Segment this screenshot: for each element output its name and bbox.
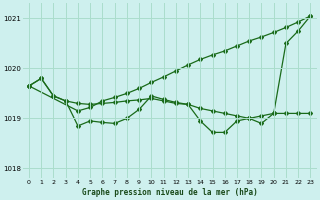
X-axis label: Graphe pression niveau de la mer (hPa): Graphe pression niveau de la mer (hPa) bbox=[82, 188, 258, 197]
